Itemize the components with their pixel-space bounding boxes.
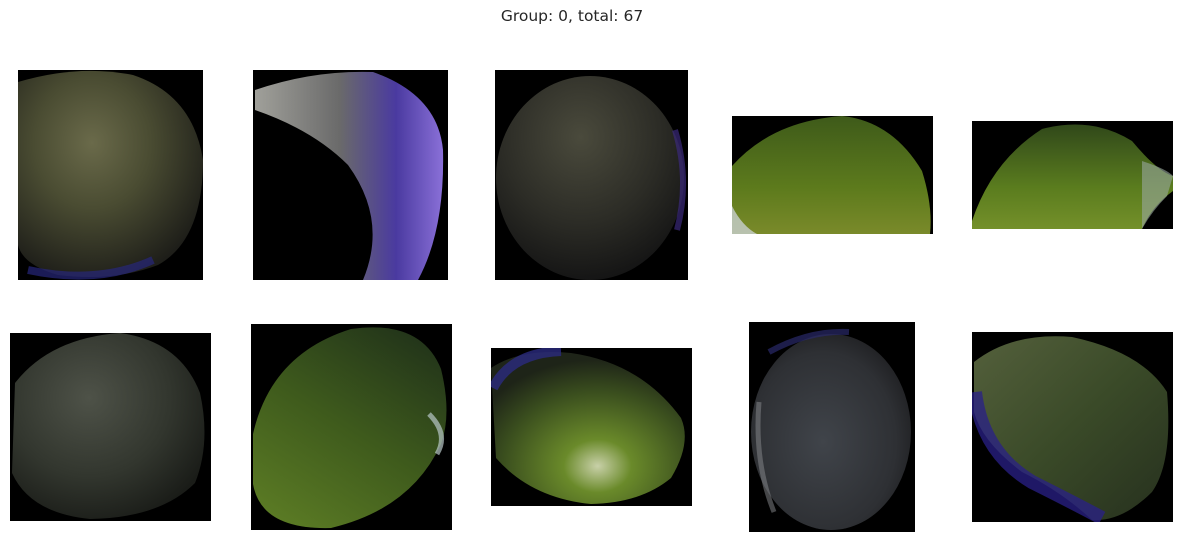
figure-title: Group: 0, total: 67 <box>500 7 644 25</box>
sample-image-7 <box>251 324 452 530</box>
sample-image-10 <box>972 332 1173 522</box>
sample-image-6 <box>10 333 211 521</box>
sample-image-9 <box>749 322 915 532</box>
sample-image-4 <box>732 116 933 234</box>
sample-image-8 <box>491 348 692 506</box>
sample-image-1 <box>18 70 203 280</box>
sample-image-3 <box>495 70 688 280</box>
sample-image-5 <box>972 121 1173 229</box>
sample-image-2 <box>253 70 448 280</box>
